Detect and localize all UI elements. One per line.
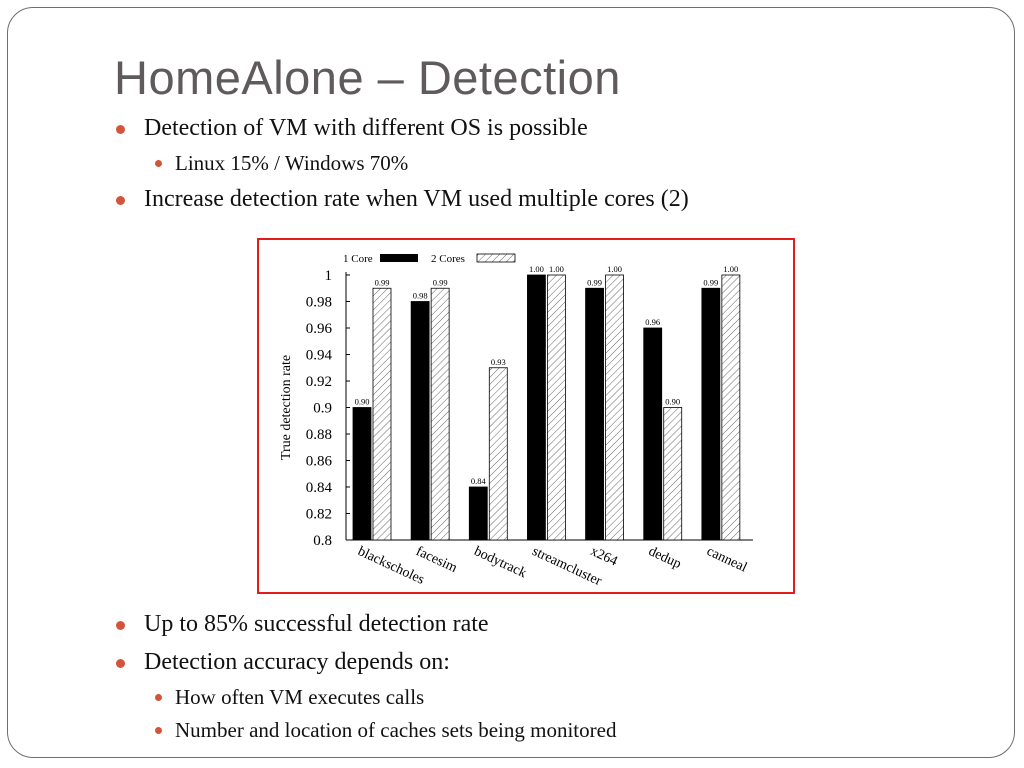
y-tick-label: 0.8 [313,533,332,549]
y-tick-label: 1 [325,268,333,284]
legend-label: 2 Cores [431,253,465,265]
data-label: 0.93 [491,357,506,367]
chart-container: 0.8 0.82 0.84 0.86 0.88 0.9 0.92 0.94 0.96 0.98 1 T… [257,238,795,594]
sub-bullet-item: Number and location of caches sets being… [155,718,617,743]
bullet-item: Detection accuracy depends on: [116,649,450,676]
bullet-text: How often VM executes calls [175,685,425,709]
x-tick-label: canneal [704,544,749,576]
bullet-text: Number and location of caches sets being… [175,718,617,742]
x-tick-label: bodytrack [472,544,529,581]
y-tick-label: 0.98 [306,295,332,311]
bullet-dot-icon [116,659,125,668]
bar-2-cores [372,287,392,541]
data-label: 0.99 [587,277,602,287]
data-label: 0.90 [665,397,680,407]
data-label: 0.99 [433,277,448,287]
bullet-text: Increase detection rate when VM used mul… [144,186,689,212]
x-tick-label: dedup [646,544,683,572]
y-tick-label: 0.92 [306,374,332,390]
data-label: 1.00 [723,264,738,274]
y-tick-label: 0.88 [306,427,332,443]
data-label: 1.00 [607,264,622,274]
y-axis-label: True detection rate [279,355,294,460]
bullet-item: Increase detection rate when VM used mul… [116,186,689,213]
bar-1-core [585,287,604,541]
data-label: 0.99 [703,277,718,287]
bullet-dot-icon [155,727,162,734]
bullet-dot-icon [155,160,162,167]
y-tick-label: 0.86 [306,454,333,470]
bullet-dot-icon [116,621,125,630]
data-label: 0.84 [471,476,487,486]
y-tick-label: 0.9 [313,401,332,417]
y-tick-label: 0.96 [306,321,333,337]
bullet-text: Detection accuracy depends on: [144,649,450,675]
y-tick-label: 0.82 [306,507,332,523]
data-label: 0.90 [355,397,370,407]
data-label: 1.00 [549,264,564,274]
bullet-item: Up to 85% successful detection rate [116,611,489,638]
bullet-dot-icon [116,196,125,205]
bar-2-cores [663,407,683,541]
data-label: 1.00 [529,264,544,274]
data-label: 0.99 [375,277,390,287]
legend-swatch-2-cores [476,253,516,263]
y-tick-label: 0.94 [306,348,333,364]
bar-1-core [643,327,663,541]
bullet-text: Up to 85% successful detection rate [144,611,489,637]
bullet-text: Linux 15% / Windows 70% [175,151,409,175]
bar-2-cores [488,367,508,541]
data-label: 0.96 [645,317,660,327]
bar-2-cores [430,287,450,541]
bar-1-core [527,274,546,541]
legend-label: 1 Core [343,253,373,265]
bar-2-cores [547,274,566,541]
sub-bullet-item: Linux 15% / Windows 70% [155,151,409,176]
bullet-dot-icon [155,694,162,701]
bar-2-cores [605,274,624,541]
data-label: 0.98 [413,291,428,301]
legend-swatch-1-core [380,254,418,262]
bullet-item: Detection of VM with different OS is pos… [116,115,588,142]
bar-1-core [701,287,721,541]
x-tick-label: x264 [588,544,620,569]
sub-bullet-item: How often VM executes calls [155,685,425,710]
bar-2-cores [721,274,741,541]
bar-1-core [468,486,488,541]
bar-1-core [410,301,430,541]
bullet-dot-icon [116,125,125,134]
slide-title: HomeAlone – Detection [114,51,621,104]
bar-chart: 0.8 0.82 0.84 0.86 0.88 0.9 0.92 0.94 0.96 0.98 1 T… [279,253,753,589]
bullet-text: Detection of VM with different OS is pos… [144,115,588,141]
y-tick-label: 0.84 [306,480,333,496]
bar-1-core [352,407,372,541]
